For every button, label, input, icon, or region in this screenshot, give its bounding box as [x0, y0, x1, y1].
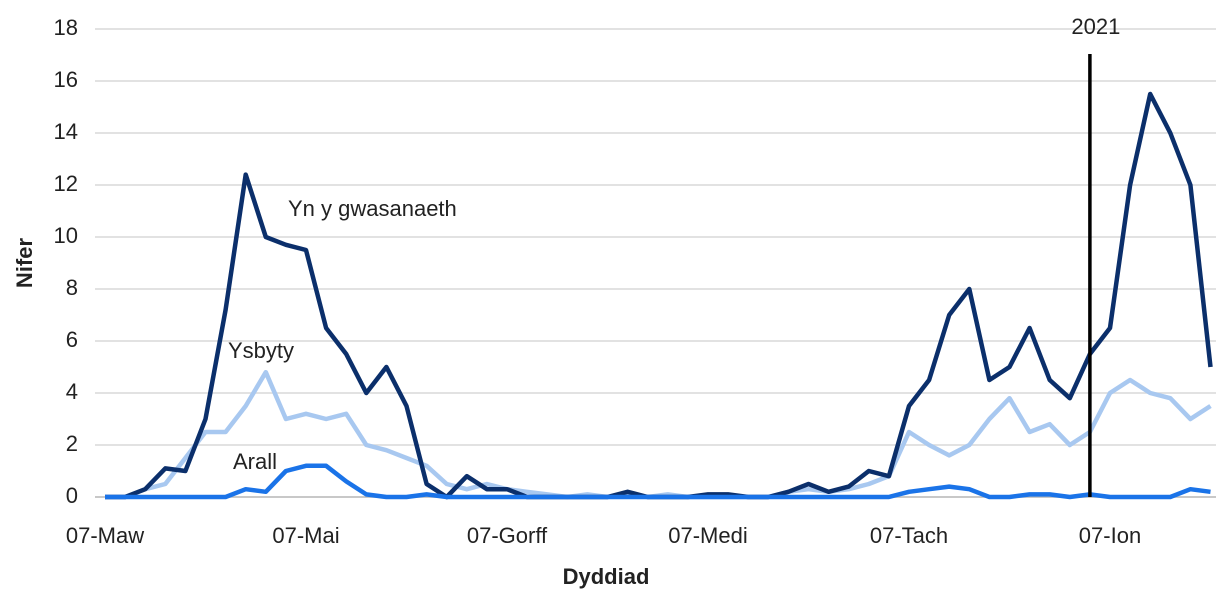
y-tick-label: 6	[66, 327, 78, 352]
series-line	[105, 369, 1212, 500]
series-line	[105, 463, 1211, 500]
y-tick-label: 18	[54, 15, 78, 40]
y-tick-label: 4	[66, 379, 78, 404]
y-axis-title: Nifer	[12, 238, 37, 289]
x-tick-label: 07-Gorff	[467, 523, 548, 548]
y-tick-label: 0	[66, 483, 78, 508]
series-label: Arall	[233, 449, 277, 474]
y-tick-label: 10	[54, 223, 78, 248]
annotation-label: 2021	[1071, 14, 1120, 39]
y-tick-label: 12	[54, 171, 78, 196]
series-label: Yn y gwasanaeth	[288, 196, 457, 221]
y-tick-label: 2	[66, 431, 78, 456]
y-tick-label: 14	[54, 119, 78, 144]
x-tick-label: 07-Mai	[272, 523, 339, 548]
x-axis-title: Dyddiad	[563, 564, 650, 589]
y-tick-label: 8	[66, 275, 78, 300]
x-tick-label: 07-Ion	[1079, 523, 1141, 548]
x-tick-label: 07-Tach	[870, 523, 948, 548]
x-tick-label: 07-Maw	[66, 523, 144, 548]
x-tick-label: 07-Medi	[668, 523, 747, 548]
y-tick-label: 16	[54, 67, 78, 92]
series-label: Ysbyty	[228, 338, 294, 363]
series-line	[105, 91, 1213, 500]
